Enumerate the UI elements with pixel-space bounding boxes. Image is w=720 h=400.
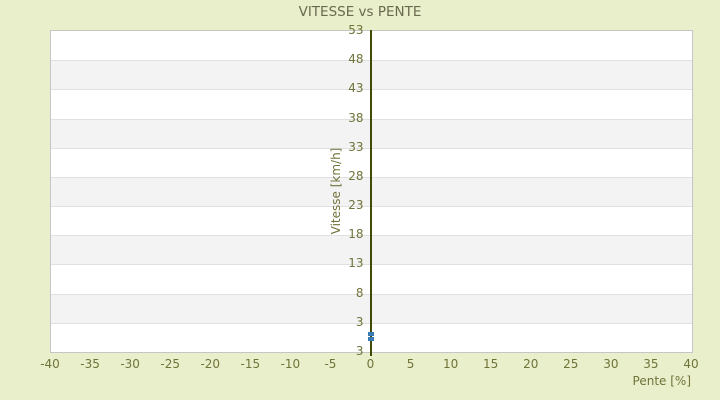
x-tick-label: 40	[683, 357, 699, 371]
x-tick-label: -25	[160, 357, 180, 371]
plot-band	[51, 118, 692, 148]
y-tick-label: 28	[348, 168, 364, 183]
y-tick-label: 53	[348, 23, 364, 37]
plot-band	[51, 206, 692, 236]
plot-band	[51, 235, 692, 265]
plot-area	[50, 30, 693, 353]
y-tick-label: 13	[348, 256, 364, 271]
plot-band	[51, 147, 692, 177]
x-tick-label: -30	[120, 357, 140, 371]
x-tick-label: 35	[643, 357, 659, 371]
y-tick-label: 18	[348, 227, 364, 242]
x-tick-label: -15	[240, 357, 261, 371]
x-tick-label: 20	[523, 357, 539, 371]
y-tick-label: 3	[355, 344, 364, 358]
y-tick-label: 8	[355, 285, 364, 300]
chart-title: VITESSE vs PENTE	[298, 4, 422, 20]
x-tick-label: -5	[324, 357, 337, 371]
x-tick-label: 5	[406, 357, 415, 371]
plot-band	[51, 176, 692, 207]
x-tick-label: 25	[563, 357, 579, 371]
x-tick-label: -40	[40, 357, 60, 371]
y-tick-label: 43	[348, 81, 364, 96]
x-axis-title: Pente [%]	[632, 374, 691, 388]
plot-band	[51, 60, 692, 90]
x-tick-label: -10	[280, 357, 301, 371]
plot-band	[51, 264, 692, 294]
y-tick-label: 3	[355, 314, 364, 329]
x-tick-label: 30	[603, 357, 619, 371]
x-tick-label: 0	[366, 357, 375, 371]
plot-band	[51, 293, 692, 323]
y-tick-label: 48	[348, 52, 364, 67]
y-tick-label: 33	[348, 139, 364, 154]
y-axis-line	[369, 30, 372, 356]
plot-band	[51, 31, 692, 61]
x-tick-label: 15	[483, 357, 499, 371]
data-point-marker	[367, 336, 374, 341]
y-tick-label: 38	[348, 110, 364, 125]
y-axis-title: Vitesse [km/h]	[329, 147, 343, 235]
plot-band	[51, 89, 692, 119]
data-point-marker	[367, 332, 374, 337]
x-tick-label: 10	[442, 357, 459, 371]
y-tick-label: 23	[348, 198, 364, 213]
x-tick-label: -20	[200, 357, 221, 371]
x-tick-label: -35	[80, 357, 100, 371]
